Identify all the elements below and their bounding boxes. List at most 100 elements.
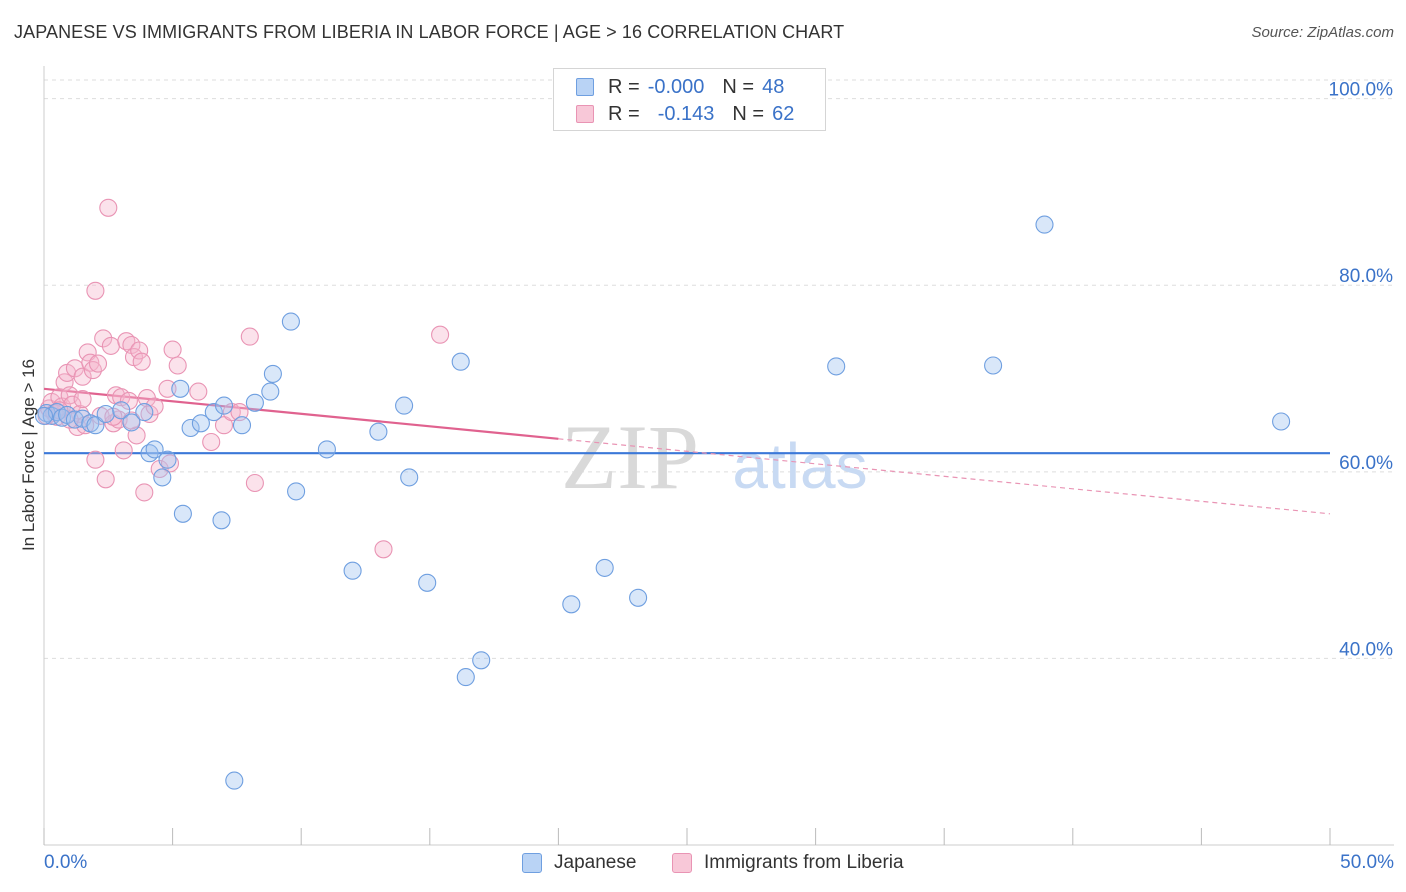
point-japanese [112,401,131,420]
point-japanese [1035,215,1054,234]
point-japanese [171,379,190,398]
point-liberia [214,416,234,435]
point-liberia [240,327,259,346]
point-japanese [456,668,475,687]
r-value-liberia: -0.143 [657,102,715,125]
point-japanese [287,482,306,501]
point-liberia [81,353,100,372]
y-tick-label: 100.0% [1329,80,1394,101]
y-tick-label: 80.0% [1339,266,1393,287]
r-value-japanese: -0.000 [647,75,705,98]
point-japanese [34,406,54,425]
point-japanese [984,356,1003,375]
point-japanese [212,511,231,530]
point-japanese [96,404,115,424]
point-japanese [263,364,282,383]
point-japanese [86,416,105,435]
n-value-liberia: 62 [772,102,795,125]
point-liberia [189,382,208,401]
point-liberia [86,450,105,469]
point-liberia [114,441,133,460]
point-liberia [145,397,164,416]
n-value-japanese: 48 [762,75,785,98]
point-liberia [135,483,154,502]
point-japanese [562,595,581,614]
chart-title: JAPANESE VS IMMIGRANTS FROM LIBERIA IN L… [14,22,845,42]
point-liberia [119,391,138,410]
y-tick-label: 60.0% [1339,453,1393,474]
point-liberia [70,404,90,424]
point-japanese [317,440,336,459]
point-liberia [99,198,118,217]
point-japanese [173,504,192,523]
point-japanese [472,651,491,670]
legend-label-liberia: Immigrants from Liberia [704,852,904,873]
point-japanese [122,413,141,432]
legend-label-japanese: Japanese [554,852,637,873]
stats-row-japanese: R = -0.000 N = 48 [576,74,784,100]
y-tick-labels: 100.0% 80.0% 60.0% 40.0% [1329,80,1394,661]
point-japanese [343,561,362,580]
point-liberia [86,281,105,300]
point-japanese [245,393,264,412]
point-japanese [191,414,210,433]
point-japanese [1272,412,1291,431]
japanese-swatch [576,78,594,96]
watermark: ZIP atlas [561,406,868,508]
point-japanese [418,573,437,592]
n-label: N = [722,75,755,98]
point-liberia [132,352,151,371]
liberia-swatch [576,105,594,123]
bottom-legend: Japanese Immigrants from Liberia [0,852,1406,878]
point-japanese [261,382,280,401]
point-liberia [245,473,264,493]
trend-line-liberia-extension [558,438,1331,515]
point-japanese [369,422,388,441]
point-japanese [451,352,470,371]
y-axis-label: In Labor Force | Age > 16 [19,358,38,552]
point-liberia [78,343,97,362]
watermark-atlas: atlas [732,430,867,502]
point-japanese [145,440,164,459]
point-liberia [158,379,177,398]
point-liberia [73,390,92,409]
point-japanese [595,558,614,577]
point-japanese [153,468,172,487]
point-japanese [214,396,234,415]
point-japanese [629,588,648,607]
point-liberia [101,336,120,355]
point-liberia [374,540,393,559]
legend-item-japanese[interactable]: Japanese [522,852,636,874]
source-label: Source: ZipAtlas.com [1251,24,1394,41]
point-liberia [163,340,182,359]
point-japanese [225,771,244,790]
point-japanese [65,410,84,429]
point-liberia [168,356,187,375]
r-label: R = [608,75,640,98]
legend-swatch-japanese [522,853,542,873]
point-japanese [204,403,223,422]
point-japanese [232,416,252,435]
point-japanese [827,357,846,376]
point-japanese [181,418,200,438]
axes [43,66,1394,846]
point-japanese [395,396,414,415]
data-points [34,198,1291,790]
x-tick-label-min: 0.0% [44,852,88,873]
point-liberia [96,470,115,489]
legend-item-liberia[interactable]: Immigrants from Liberia [672,852,904,874]
legend-swatch-liberia [672,853,692,873]
stats-row-liberia: R = -0.143 N = 62 [576,101,794,127]
point-liberia [130,341,149,360]
point-japanese [158,450,177,469]
n-label: N = [732,102,765,125]
point-liberia [73,367,92,386]
point-liberia [431,325,450,344]
stats-legend: R = -0.000 N = 48 R = -0.143 N = 62 [553,68,826,131]
point-liberia [202,432,221,452]
point-japanese [135,403,154,422]
r-label: R = [608,102,640,125]
point-japanese [281,312,300,331]
watermark-zip: ZIP [561,406,699,508]
